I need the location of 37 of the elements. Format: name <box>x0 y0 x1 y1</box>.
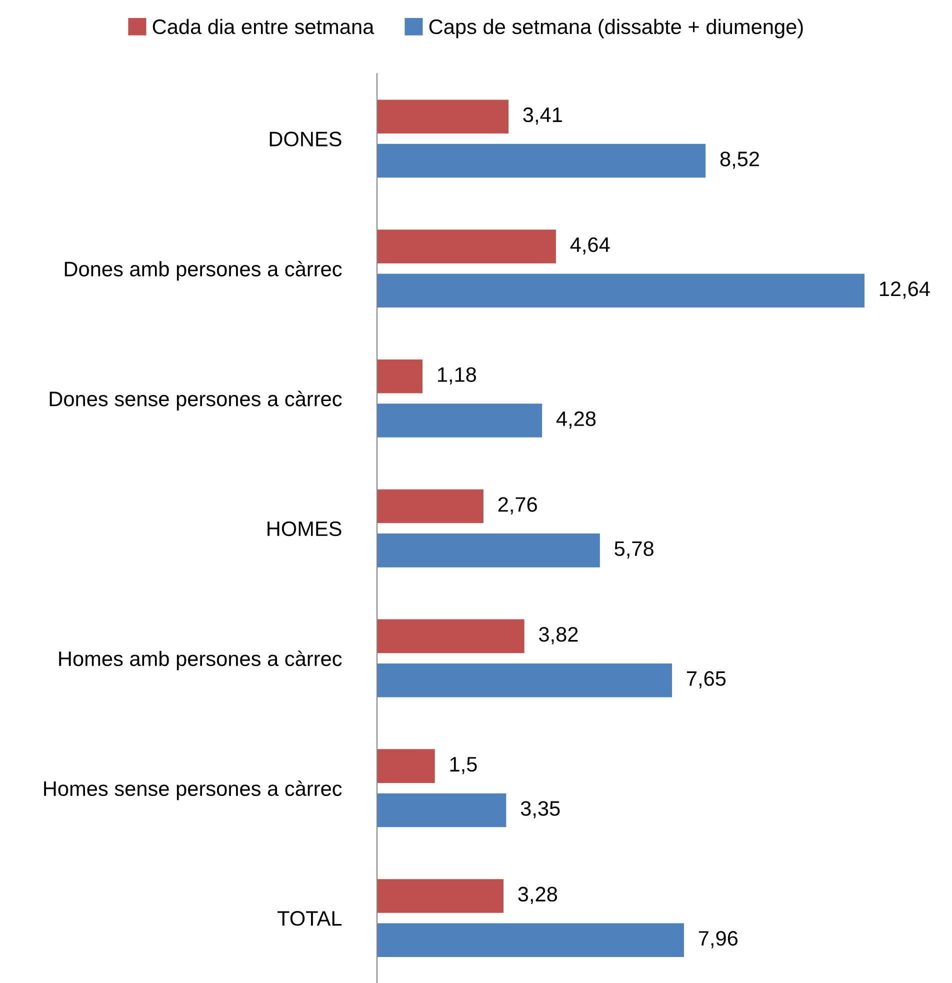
bar <box>376 749 435 783</box>
data-label: 5,78 <box>614 541 654 558</box>
bar <box>376 359 422 394</box>
data-label: 12,64 <box>880 281 930 299</box>
data-label: 3,82 <box>539 627 578 644</box>
y-tick-label: TOTAL <box>278 911 342 926</box>
bar <box>376 534 600 568</box>
bar <box>376 663 672 698</box>
bar <box>376 489 484 524</box>
y-tick-label: DONES <box>270 132 342 146</box>
data-label: 7,96 <box>698 930 738 948</box>
bar <box>376 619 524 654</box>
bar <box>376 793 506 828</box>
y-tick-label: Homes amb persones a càrrec <box>59 650 342 670</box>
bar <box>376 144 706 178</box>
y-tick-label: Dones sense persones a càrrec <box>50 390 342 410</box>
data-label: 1,18 <box>438 367 476 384</box>
bar <box>376 879 504 913</box>
data-label: 4,64 <box>570 237 610 255</box>
y-tick-label: HOMES <box>268 521 342 536</box>
data-label: 3,35 <box>520 801 560 818</box>
legend-label: Cada dia entre setmana <box>152 18 374 34</box>
bar <box>376 230 556 264</box>
bar <box>376 274 864 308</box>
bar <box>376 404 542 438</box>
data-label: 2,76 <box>498 497 537 514</box>
data-label: 1,5 <box>450 757 477 774</box>
legend-label: Caps de setmana (dissabte + diumenge) <box>429 18 803 38</box>
data-label: 7,65 <box>686 671 726 688</box>
data-label: 8,52 <box>720 152 759 169</box>
y-tick-label: Dones amb persones a càrrec <box>64 260 342 281</box>
bar <box>376 923 684 958</box>
bar <box>376 100 509 134</box>
data-label: 4,28 <box>556 411 596 429</box>
y-tick-label: Homes sense persones a càrrec <box>44 780 342 800</box>
data-label: 3,28 <box>518 886 558 904</box>
data-label: 3,41 <box>523 107 562 125</box>
